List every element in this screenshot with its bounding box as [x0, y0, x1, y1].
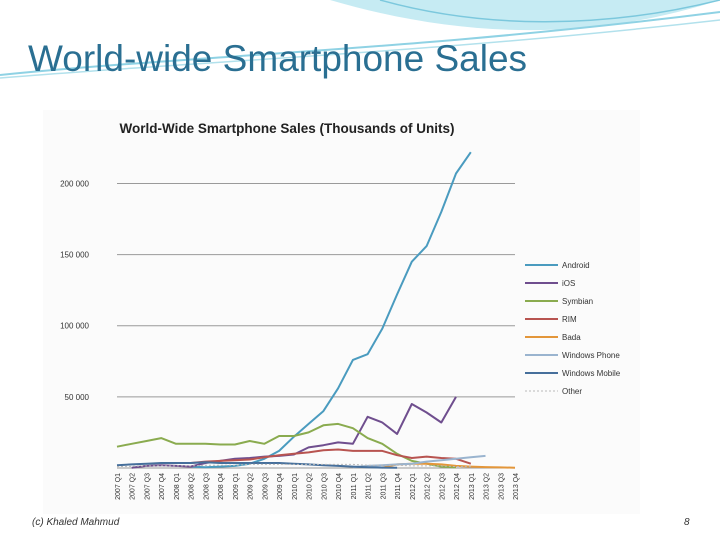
series-line-windows-phone — [352, 454, 486, 469]
x-tick-label: 2013 Q1 — [469, 473, 476, 500]
x-tick-label: 2011 Q4 — [395, 473, 402, 499]
x-tick-label: 2011 Q2 — [366, 473, 373, 499]
y-axis-tick-labels: 50 000 100 000 150 000 200 000 — [60, 179, 89, 401]
legend-label: iOS — [562, 279, 575, 288]
legend-label: Bada — [562, 333, 581, 342]
x-tick-label: 2008 Q3 — [203, 473, 210, 500]
x-tick-label: 2007 Q4 — [159, 473, 166, 500]
x-tick-label: 2007 Q1 — [115, 473, 122, 500]
gridlines — [117, 182, 515, 469]
x-tick-label: 2012 Q4 — [454, 473, 461, 500]
x-tick-label: 2012 Q2 — [425, 473, 432, 500]
x-tick-label: 2010 Q3 — [321, 473, 328, 500]
line-chart: World-Wide Smartphone Sales (Thousands o… — [60, 121, 621, 500]
chart-panel: World-Wide Smartphone Sales (Thousands o… — [43, 110, 640, 514]
legend: Android iOS Symbian RIM Bada Windows Phone Win… — [525, 261, 621, 396]
x-tick-label: 2007 Q2 — [130, 473, 137, 500]
x-tick-label: 2010 Q2 — [307, 473, 314, 500]
series-line-android — [190, 151, 472, 469]
header-banner-decoration — [0, 0, 720, 79]
series-line-other — [116, 463, 471, 468]
y-tick-label: 50 000 — [65, 393, 90, 402]
legend-label: Symbian — [562, 297, 593, 306]
x-tick-label: 2011 Q3 — [380, 473, 387, 499]
legend-label: Windows Mobile — [562, 369, 621, 378]
x-tick-label: 2009 Q1 — [233, 473, 240, 500]
x-tick-label: 2007 Q3 — [144, 473, 151, 500]
page-number: 8 — [684, 517, 690, 528]
x-tick-label: 2008 Q4 — [218, 473, 225, 500]
legend-label: Android — [562, 261, 590, 270]
x-tick-label: 2011 Q1 — [351, 473, 358, 499]
x-tick-label: 2012 Q1 — [410, 473, 417, 500]
series-lines — [116, 151, 516, 469]
x-tick-label: 2013 Q2 — [484, 473, 491, 500]
series-line-rim — [190, 448, 472, 465]
x-tick-label: 2013 Q4 — [513, 473, 520, 500]
x-tick-label: 2008 Q2 — [189, 473, 196, 500]
series-line-symbian — [116, 422, 457, 469]
x-tick-label: 2010 Q1 — [292, 473, 299, 500]
x-tick-label: 2009 Q2 — [248, 473, 255, 500]
x-tick-label: 2009 Q3 — [262, 473, 269, 500]
y-tick-label: 200 000 — [60, 179, 89, 188]
legend-label: Other — [562, 387, 582, 396]
x-tick-label: 2008 Q1 — [174, 473, 181, 500]
legend-label: RIM — [562, 315, 577, 324]
slide-title: World-wide Smartphone Sales — [28, 38, 528, 79]
x-tick-label: 2013 Q3 — [498, 473, 505, 500]
x-tick-label: 2012 Q3 — [439, 473, 446, 500]
y-tick-label: 150 000 — [60, 251, 89, 260]
x-tick-label: 2010 Q4 — [336, 473, 343, 500]
series-line-windows-mobile — [116, 461, 398, 469]
chart-title: World-Wide Smartphone Sales (Thousands o… — [120, 121, 455, 136]
y-tick-label: 100 000 — [60, 322, 89, 331]
legend-label: Windows Phone — [562, 351, 620, 360]
x-axis-tick-labels: 2007 Q1 2007 Q2 2007 Q3 2007 Q4 2008 Q1 2008 … — [115, 473, 520, 500]
x-tick-label: 2009 Q4 — [277, 473, 284, 500]
footer-author: (c) Khaled Mahmud — [32, 517, 120, 528]
